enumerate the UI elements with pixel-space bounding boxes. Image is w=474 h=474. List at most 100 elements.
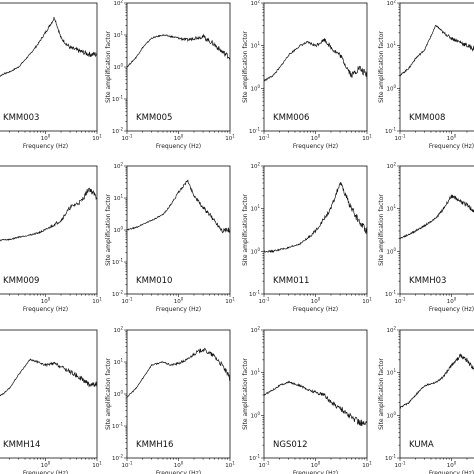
x-tick-label: 101	[225, 461, 235, 470]
data-point	[424, 49, 425, 51]
plot-frame	[0, 2, 98, 132]
data-point	[272, 250, 274, 252]
data-point	[451, 37, 452, 39]
data-point	[2, 73, 4, 75]
station-label: KMM006	[273, 113, 309, 123]
data-point	[214, 220, 215, 221]
plot-frame	[263, 2, 368, 132]
panel-ngs012: 10-1 100 101 10-1 100 101 102 Frequency (Hz) Sit…	[242, 326, 372, 474]
x-axis-label: Frequency (Hz)	[293, 143, 338, 150]
data-point	[466, 359, 468, 361]
data-point	[135, 227, 137, 228]
x-tick-label: 10-1	[259, 297, 270, 306]
y-axis-label: Site amplification factor	[105, 358, 112, 430]
x-tick-label: 100	[447, 297, 457, 306]
y-tick-label: 10-2	[112, 454, 123, 463]
station-label: KMM010	[136, 276, 172, 286]
x-tick-label: 10-1	[259, 461, 270, 470]
data-point	[69, 47, 71, 49]
amplification-curve	[0, 16, 97, 78]
station-label: KMM011	[273, 276, 309, 286]
data-point	[408, 234, 410, 235]
data-point	[96, 197, 97, 199]
data-point	[88, 53, 90, 55]
data-point	[264, 250, 265, 252]
y-axis-label: Site amplification factor	[378, 194, 385, 266]
plot-frame	[0, 329, 98, 459]
data-point	[424, 385, 425, 386]
data-point	[37, 44, 38, 45]
amplification-curve	[0, 358, 97, 397]
data-point	[135, 388, 137, 389]
y-tick-label: 100	[386, 247, 396, 256]
station-label: KMMH03	[409, 276, 446, 286]
y-axis-label: Site amplification factor	[242, 194, 249, 266]
y-axis-label: Site amplification factor	[242, 358, 249, 430]
plot-frame	[399, 329, 474, 459]
data-point	[324, 394, 325, 396]
x-tick-label: 10-1	[122, 134, 133, 143]
data-point	[279, 249, 280, 250]
data-point	[288, 54, 289, 56]
station-label: KMM009	[3, 276, 39, 286]
data-point	[324, 39, 325, 40]
data-point	[18, 236, 19, 238]
data-point	[451, 364, 452, 366]
data-point	[229, 229, 230, 231]
data-point	[151, 37, 152, 39]
plot-frame	[399, 165, 474, 295]
data-point	[466, 45, 468, 47]
data-point	[315, 230, 316, 232]
data-point	[193, 353, 195, 355]
x-tick-label: 100	[311, 134, 321, 143]
data-point	[9, 71, 10, 73]
amplification-curve	[264, 380, 367, 427]
x-tick-label: 100	[174, 461, 184, 470]
data-point	[299, 243, 301, 245]
data-point	[435, 24, 437, 26]
data-point	[2, 239, 4, 240]
data-point	[29, 234, 31, 236]
y-tick-label: 10-1	[249, 454, 260, 463]
data-point	[299, 385, 301, 386]
data-point	[202, 36, 204, 37]
x-tick-label: 100	[41, 461, 51, 470]
data-point	[288, 247, 289, 249]
data-point	[60, 366, 62, 368]
data-point	[178, 192, 179, 193]
data-point	[54, 224, 55, 225]
data-point	[443, 376, 444, 378]
x-axis-label: Frequency (Hz)	[156, 470, 201, 474]
y-tick-label: 10-2	[112, 290, 123, 299]
amplification-curve	[264, 38, 367, 82]
data-point	[45, 32, 46, 33]
panel-kmm006: 10-1 100 101 10-1 100 101 102 Frequency (Hz) Sit…	[242, 0, 372, 150]
y-tick-label: 10-1	[112, 422, 123, 431]
plot-frame	[399, 2, 474, 132]
plot-frame	[126, 329, 231, 459]
x-tick-label: 101	[362, 461, 372, 470]
data-point	[127, 396, 128, 398]
y-tick-label: 101	[250, 368, 260, 377]
data-point	[339, 407, 341, 409]
data-point	[9, 239, 10, 240]
data-point	[408, 402, 410, 403]
amplification-curve	[400, 353, 474, 409]
y-tick-label: 10-1	[385, 454, 396, 463]
data-point	[96, 53, 97, 55]
x-axis-label: Frequency (Hz)	[156, 306, 201, 313]
data-point	[45, 364, 46, 366]
data-point	[2, 393, 4, 395]
plot-frame	[126, 165, 231, 295]
y-tick-label: 100	[250, 84, 260, 93]
data-point	[142, 224, 143, 225]
x-tick-label: 100	[311, 297, 321, 306]
data-point	[415, 58, 416, 59]
data-point	[193, 37, 195, 39]
data-point	[127, 66, 128, 68]
